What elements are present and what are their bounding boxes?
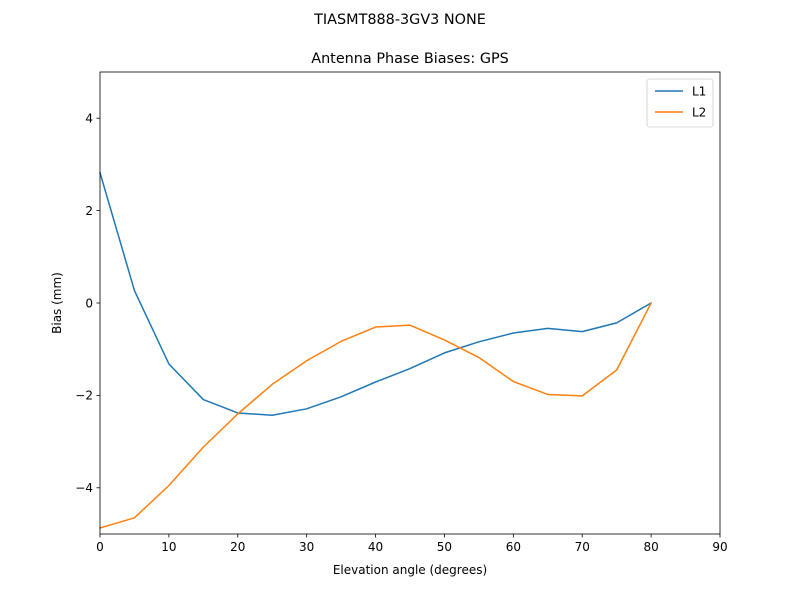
y-tick-label: 2: [85, 204, 93, 218]
y-axis-label: Bias (mm): [50, 272, 64, 334]
legend-label-l1: L1: [692, 84, 706, 98]
x-tick-label: 0: [96, 540, 104, 554]
y-tick-label: 0: [85, 296, 93, 310]
legend-label-l2: L2: [692, 105, 706, 119]
plot-area: [100, 72, 720, 534]
legend: L1 L2: [646, 78, 714, 128]
y-tick-label: −4: [75, 481, 93, 495]
x-tick-label: 40: [368, 540, 383, 554]
x-tick-label: 70: [575, 540, 590, 554]
x-axis-label: Elevation angle (degrees): [333, 563, 487, 577]
x-tick-label: 80: [643, 540, 658, 554]
figure-suptitle: TIASMT888-3GV3 NONE: [313, 12, 486, 28]
series-line-l1: [99, 171, 653, 417]
x-tick-label: 20: [230, 540, 245, 554]
x-tick-label: 50: [437, 540, 452, 554]
chart-title: Antenna Phase Biases: GPS: [311, 51, 509, 67]
x-tick-label: 10: [161, 540, 176, 554]
x-tick-label: 90: [712, 540, 727, 554]
series-line-l2: [99, 301, 653, 529]
y-axis-ticks: −4 −2 0 2 4: [75, 112, 100, 495]
x-axis-ticks: 0 10 20 30 40 50 60 70 80 90: [96, 534, 728, 554]
x-tick-label: 30: [299, 540, 314, 554]
series-layer: [99, 171, 653, 529]
x-tick-label: 60: [506, 540, 521, 554]
plot-frame: [99, 71, 721, 535]
y-tick-label: 4: [85, 112, 93, 126]
y-tick-label: −2: [75, 389, 93, 403]
